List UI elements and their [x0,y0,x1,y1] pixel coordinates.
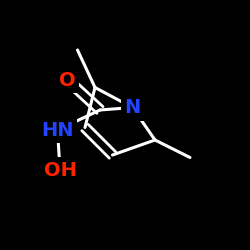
Text: OH: OH [44,160,76,180]
Text: N: N [124,98,140,117]
Text: HN: HN [41,120,74,140]
Text: OH: OH [44,160,76,180]
Text: N: N [124,98,140,117]
Text: HN: HN [41,120,74,140]
Text: O: O [59,70,76,90]
Text: O: O [59,70,76,90]
